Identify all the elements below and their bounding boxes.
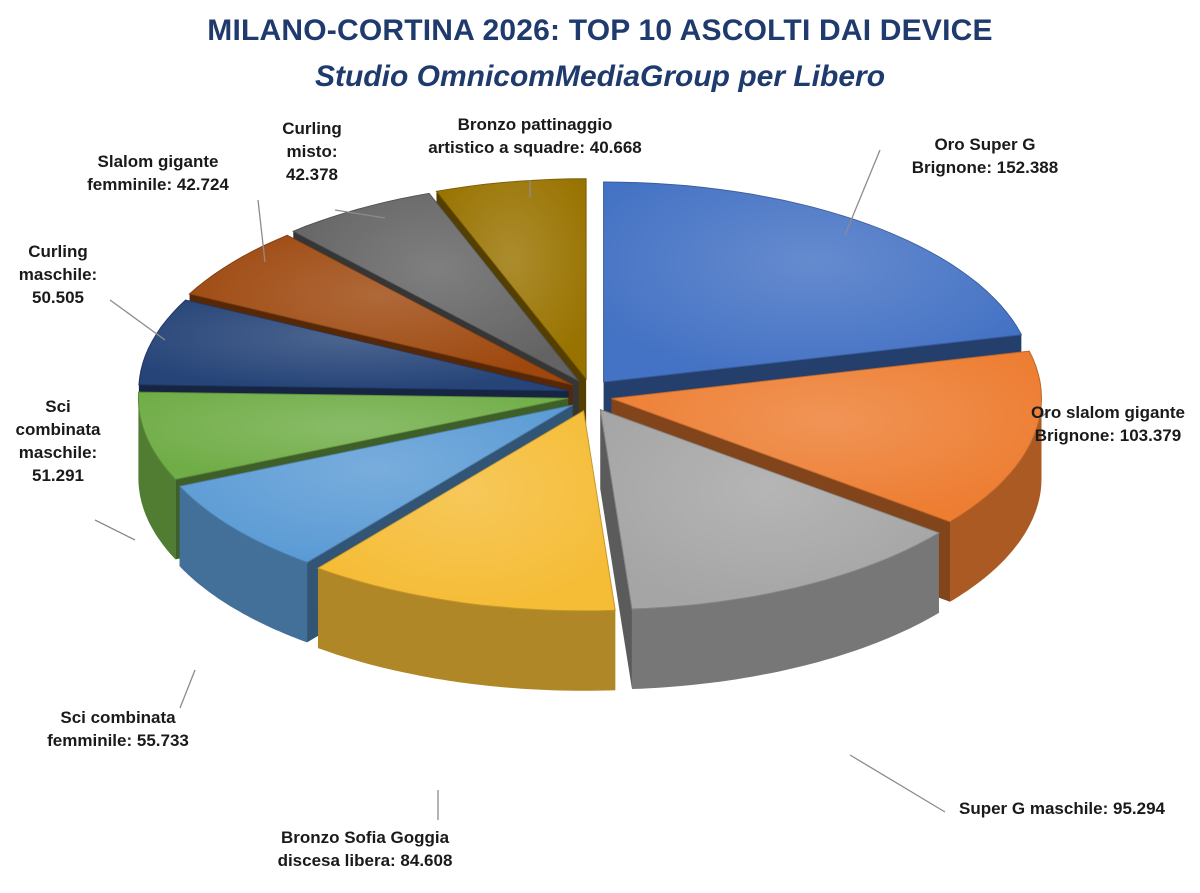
- slice-highlight-oro-slalom-gigante-brignone: [611, 351, 1042, 522]
- data-label-oro-super-g-brignone: Oro Super G Brignone: 152.388: [912, 135, 1058, 177]
- leader-line-oro-super-g-brignone: [844, 149, 881, 236]
- leader-line-curling-misto: [334, 209, 386, 219]
- leader-lines: [94, 149, 1051, 820]
- slice-highlight-bronzo-pattinaggio-artistico-a-squadre: [436, 178, 587, 379]
- slice-highlight-curling-misto: [293, 193, 579, 381]
- data-label-sci-combinata-maschile: Sci combinata maschile: 51.291: [15, 397, 101, 485]
- leader-line-oro-slalom-gigante-brignone: [1039, 409, 1051, 419]
- leader-line-super-g-maschile: [849, 754, 946, 813]
- leader-line-slalom-gigante-femminile: [257, 199, 266, 263]
- slice-highlight-sci-combinata-maschile: [138, 392, 569, 480]
- leader-line-curling-maschile: [109, 299, 166, 341]
- slice-side-bronzo-sofia-goggia-discesa-libera-0: [318, 568, 616, 691]
- data-label-curling-misto: Curling misto: 42.378: [282, 119, 342, 184]
- chart-subtitle: Studio OmnicomMediaGroup per Libero: [314, 60, 886, 93]
- slice-side-sci-combinata-maschile-0: [138, 398, 176, 560]
- pie-tops: [137, 178, 1043, 612]
- data-label-bronzo-sofia-goggia-discesa-libera: Bronzo Sofia Goggia discesa libera: 84.60…: [278, 828, 453, 870]
- slice-highlight-slalom-gigante-femminile: [189, 235, 573, 385]
- data-label-bronzo-pattinaggio-artistico-a-squadre: Bronzo pattinaggio artistico a squadre: 4…: [428, 115, 642, 157]
- slice-highlight-curling-maschile: [138, 300, 569, 391]
- chart-title: MILANO-CORTINA 2026: TOP 10 ASCOLTI DAI …: [207, 14, 993, 47]
- slice-side-oro-slalom-gigante-brignone-0: [950, 398, 1042, 602]
- data-label-oro-slalom-gigante-brignone: Oro slalom gigante Brignone: 103.379: [1031, 403, 1185, 445]
- slice-highlight-super-g-maschile: [600, 409, 939, 609]
- data-label-super-g-maschile: Super G maschile: 95.294: [959, 799, 1166, 818]
- slice-wall-super-g-maschile-1: [600, 409, 632, 690]
- data-labels: Oro Super G Brignone: 152.388 Oro slalom g…: [15, 115, 1185, 870]
- slice-highlight-sci-combinata-femminile: [179, 405, 573, 563]
- data-label-slalom-gigante-femminile: Slalom gigante femminile: 42.724: [87, 152, 229, 194]
- slice-highlight-bronzo-sofia-goggia-discesa-libera: [318, 410, 616, 611]
- leader-line-sci-combinata-maschile: [94, 519, 136, 541]
- slice-side-super-g-maschile-0: [632, 532, 939, 689]
- leader-line-sci-combinata-femminile: [179, 669, 196, 709]
- slice-highlight-oro-super-g-brignone: [603, 182, 1022, 382]
- data-label-sci-combinata-femminile: Sci combinata femminile: 55.733: [47, 708, 189, 750]
- data-label-curling-maschile: Curling maschile: 50.505: [19, 242, 97, 307]
- slice-side-sci-combinata-femminile-0: [179, 486, 307, 643]
